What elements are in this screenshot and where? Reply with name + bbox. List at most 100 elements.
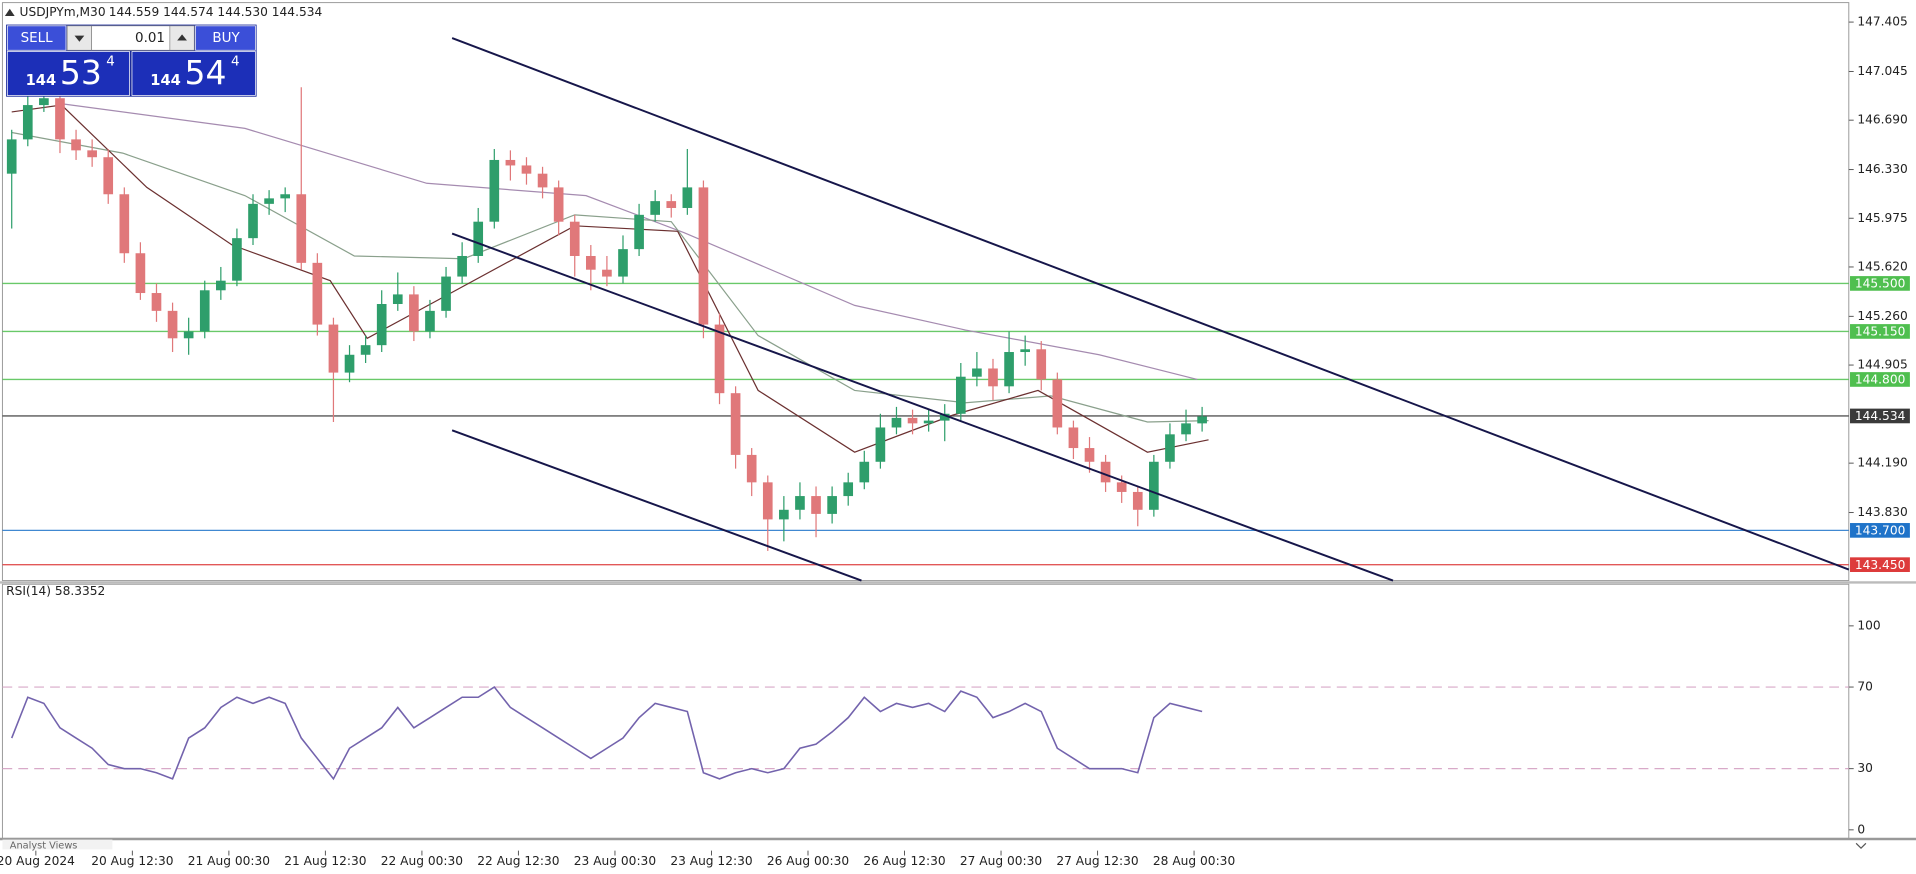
ask-big: 144 <box>150 72 181 89</box>
bid-big: 144 <box>26 72 57 89</box>
level-label: 143.700 <box>1855 523 1905 537</box>
candle-body <box>296 194 307 263</box>
candle-body <box>409 294 419 332</box>
level-label: 144.800 <box>1855 373 1905 387</box>
candle-body <box>1004 352 1014 387</box>
level-label: 145.500 <box>1855 277 1905 291</box>
candle-body <box>55 98 65 140</box>
bid-small: 4 <box>106 54 115 69</box>
footer-tab[interactable] <box>2 839 113 850</box>
candle-body <box>505 159 516 166</box>
candle-body <box>682 187 693 208</box>
moving-average <box>11 131 1209 423</box>
candle-body <box>1181 423 1191 435</box>
candle-body <box>376 304 387 346</box>
main-frame <box>1 2 1850 582</box>
candle-body <box>730 393 741 455</box>
candle-body <box>280 194 291 199</box>
candle-body <box>988 368 998 387</box>
candle-body <box>1116 482 1127 492</box>
candle-body <box>859 461 870 483</box>
candle-body <box>1132 491 1143 510</box>
candle-body <box>698 187 709 325</box>
candle-body <box>135 253 146 294</box>
x-tick-label: 20 Aug 12:30 <box>91 854 173 868</box>
candle-body <box>843 482 854 497</box>
candle-body <box>312 262 323 325</box>
x-tick-label: 22 Aug 00:30 <box>381 854 463 868</box>
candle-body <box>714 324 725 394</box>
level-label: 145.150 <box>1855 325 1905 339</box>
buy-button[interactable] <box>195 25 256 51</box>
candle-body <box>183 331 194 339</box>
rsi-title: RSI(14) 58.3352 <box>6 584 105 598</box>
candle-body <box>553 187 564 222</box>
symbol: USDJPYm,M30 <box>20 5 106 19</box>
candle-body <box>199 290 210 332</box>
candle-body <box>634 214 644 250</box>
candle-body <box>1084 448 1095 462</box>
trend-line <box>451 37 1850 571</box>
candle-body <box>425 310 435 332</box>
candle-body <box>1036 349 1047 380</box>
candle-body <box>1100 461 1111 483</box>
y-tick-label: 147.405 <box>1857 15 1907 29</box>
candle-body <box>827 496 837 514</box>
plot-layer: 147.405 147.045 146.690 146.330 145.975 145.6… <box>0 15 1908 869</box>
candle-body <box>360 345 371 355</box>
ask-box[interactable] <box>131 51 256 96</box>
candle-body <box>119 194 130 254</box>
up-arrow <box>177 34 187 41</box>
y-tick-label: 30 <box>1857 761 1873 775</box>
level-label: 143.450 <box>1855 558 1905 572</box>
sell-button[interactable] <box>6 25 67 51</box>
y-tick-label: 100 <box>1857 618 1880 632</box>
candle-body <box>1068 427 1079 449</box>
level-box <box>1850 372 1910 387</box>
level-box <box>1850 408 1910 424</box>
candle-body <box>1165 434 1175 462</box>
candle-body <box>811 496 821 514</box>
bid-box[interactable] <box>6 51 130 96</box>
candle-body <box>151 293 162 311</box>
candle-body <box>907 417 918 424</box>
y-tick-label: 0 <box>1857 822 1865 836</box>
candle-body <box>6 139 17 174</box>
candle-body <box>585 255 596 270</box>
ask-small: 4 <box>231 54 240 69</box>
rsi-line <box>10 685 1203 781</box>
x-tick-label: 22 Aug 12:30 <box>477 854 559 868</box>
candle-body <box>779 509 789 520</box>
candle-body <box>972 368 982 377</box>
volume-input[interactable] <box>91 25 171 51</box>
candle-body <box>248 203 258 239</box>
ask-main: 54 <box>185 53 227 92</box>
scroll-arrow[interactable] <box>1855 842 1867 850</box>
candle-body <box>1197 416 1207 424</box>
x-tick-label: 27 Aug 00:30 <box>960 854 1042 868</box>
x-tick-label: 28 Aug 00:30 <box>1153 854 1235 868</box>
y-tick-label: 145.975 <box>1857 211 1907 225</box>
trend-line <box>451 232 1394 582</box>
sell-label: SELL <box>21 31 54 46</box>
candle-body <box>1020 349 1030 353</box>
collapse-icon[interactable] <box>4 8 15 17</box>
candle-body <box>39 98 49 106</box>
candle-body <box>1052 379 1063 428</box>
candle-body <box>232 238 242 281</box>
y-tick-label: 145.260 <box>1857 309 1907 323</box>
level-label: 144.534 <box>1855 409 1906 423</box>
candle-body <box>923 420 934 424</box>
candle-body <box>746 454 757 483</box>
candle-body <box>650 201 660 215</box>
trade-panel: SELL 0.01 BUY 144 53 4 144 54 4 <box>6 24 257 97</box>
y-tick-label: 144.905 <box>1857 358 1907 372</box>
bid-main: 53 <box>60 53 102 92</box>
candle-body <box>392 294 403 305</box>
quote: 144.559 144.574 144.530 144.534 <box>109 5 323 19</box>
candle-body <box>441 276 451 311</box>
y-tick-label: 146.330 <box>1857 162 1907 176</box>
y-tick-label: 143.830 <box>1857 505 1907 519</box>
x-tick-label: 26 Aug 12:30 <box>863 854 945 868</box>
y-tick-label: 145.620 <box>1857 259 1907 273</box>
